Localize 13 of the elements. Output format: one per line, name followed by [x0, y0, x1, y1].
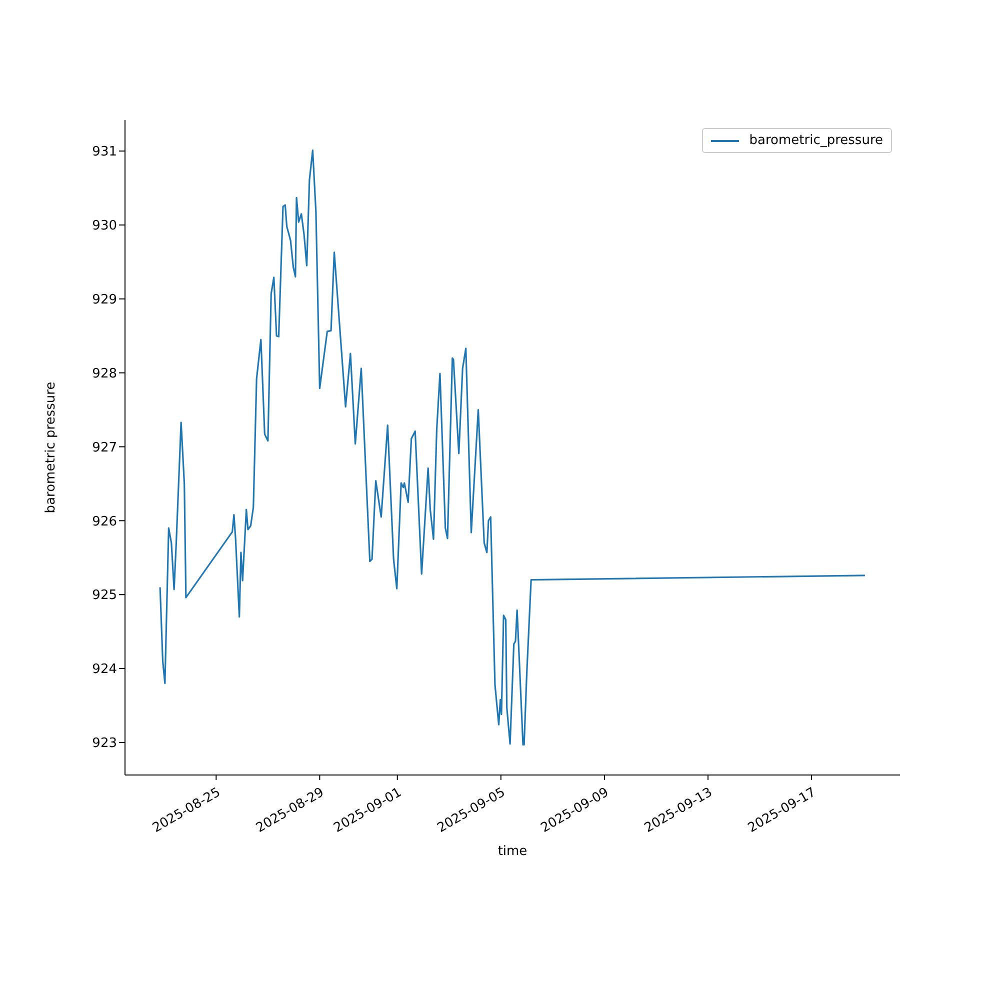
- x-axis-title: time: [498, 844, 528, 859]
- legend-label: barometric_pressure: [749, 133, 883, 148]
- y-tick-label: 928: [92, 366, 117, 382]
- y-tick-label: 931: [92, 144, 117, 160]
- y-axis-title: barometric pressure: [44, 382, 59, 514]
- line-series: [159, 150, 866, 746]
- y-tick-label: 926: [92, 514, 117, 530]
- y-tick-label: 925: [92, 588, 117, 604]
- y-tick-label: 929: [92, 292, 117, 308]
- y-tick-label: 930: [92, 218, 117, 234]
- y-tick-label: 927: [92, 440, 117, 456]
- y-tick-label: 923: [92, 736, 117, 752]
- y-tick-label: 924: [92, 662, 117, 678]
